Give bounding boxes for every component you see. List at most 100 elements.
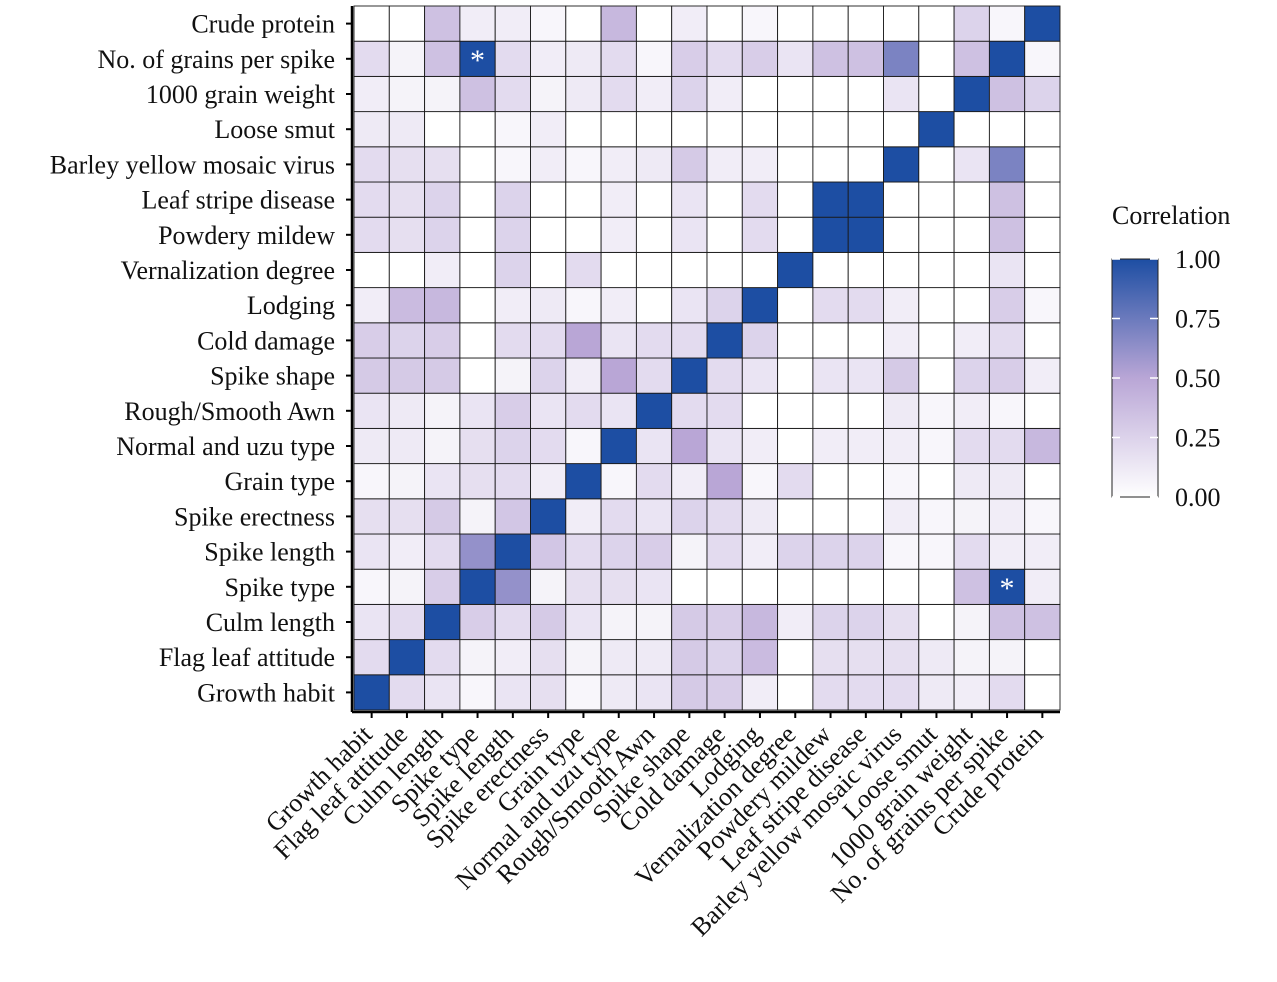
heatmap-cell-culm-length--cold-damage <box>706 603 743 641</box>
y-tick-label-crude-protein: Crude protein <box>191 10 335 39</box>
heatmap-cell-spike-type--normal-and-uzu-type <box>600 568 637 605</box>
heatmap-cell-grain-type--rough-smooth-awn <box>635 463 673 500</box>
heatmap-cell-powdery-mildew--cold-damage <box>706 216 743 253</box>
heatmap-cell-spike-shape--1000-grain-weight <box>953 357 990 394</box>
heatmap-cell-barley-yellow-mosaic-virus--spike-shape <box>671 146 708 183</box>
heatmap-cell-crude-protein--leaf-stripe-disease <box>847 5 884 42</box>
heatmap-cell-culm-length--barley-yellow-mosaic-virus <box>883 603 920 641</box>
y-tick-label-barley-yellow-mosaic-virus: Barley yellow mosaic virus <box>50 150 335 179</box>
heatmap-cell-normal-and-uzu-type--cold-damage <box>706 427 743 465</box>
heatmap-cell-flag-leaf-attitude--crude-protein <box>1024 639 1061 676</box>
heatmap-cell-loose-smut--normal-and-uzu-type <box>600 111 637 148</box>
heatmap-cell-spike-shape--leaf-stripe-disease <box>847 357 884 394</box>
heatmap-cell-powdery-mildew--normal-and-uzu-type <box>600 216 637 253</box>
heatmap-cell-vernalization-degree--spike-type <box>459 251 496 289</box>
heatmap-cell-normal-and-uzu-type--spike-type <box>459 427 496 465</box>
heatmap-cell-flag-leaf-attitude--rough-smooth-awn <box>635 639 673 676</box>
heatmap-cell-cold-damage--spike-type <box>459 322 496 359</box>
heatmap-cell-lodging--loose-smut <box>918 287 955 324</box>
heatmap-cell-vernalization-degree--rough-smooth-awn <box>635 251 673 289</box>
heatmap-cell-grain-type--growth-habit <box>353 463 390 500</box>
heatmap-cell-1000-grain-weight--grain-type <box>565 75 602 113</box>
heatmap-cell-lodging--culm-length <box>424 287 461 324</box>
heatmap-cell-spike-length--powdery-mildew <box>812 533 849 570</box>
heatmap-cell-lodging--1000-grain-weight <box>953 287 990 324</box>
heatmap-cell-flag-leaf-attitude--spike-type <box>459 639 496 676</box>
heatmap-cell-cold-damage--normal-and-uzu-type <box>600 322 637 359</box>
heatmap-cell-spike-erectness--spike-type <box>459 498 496 535</box>
heatmap-cell-crude-protein--growth-habit <box>353 5 390 42</box>
heatmap-cell-1000-grain-weight--flag-leaf-attitude <box>388 75 426 113</box>
heatmap-cell-grain-type--flag-leaf-attitude <box>388 463 426 500</box>
heatmap-cell-spike-type--barley-yellow-mosaic-virus <box>883 568 920 605</box>
heatmap-cell-spike-shape--vernalization-degree <box>777 357 814 394</box>
heatmap-cell-1000-grain-weight--spike-shape <box>671 75 708 113</box>
heatmap-cell-growth-habit--normal-and-uzu-type <box>600 674 637 711</box>
heatmap-cell-powdery-mildew--leaf-stripe-disease <box>847 216 884 253</box>
heatmap-cell-grain-type--loose-smut <box>918 463 955 500</box>
heatmap-cell-lodging--flag-leaf-attitude <box>388 287 426 324</box>
y-tick-label-lodging: Lodging <box>247 291 335 320</box>
heatmap-cell-powdery-mildew--spike-shape <box>671 216 708 253</box>
heatmap-cell-lodging--barley-yellow-mosaic-virus <box>883 287 920 324</box>
heatmap-cell-spike-length--flag-leaf-attitude <box>388 533 426 570</box>
heatmap-cell-growth-habit--barley-yellow-mosaic-virus <box>883 674 920 711</box>
heatmap-cell-spike-length--leaf-stripe-disease <box>847 533 884 570</box>
heatmap-cell-rough-smooth-awn--cold-damage <box>706 392 743 429</box>
heatmap-cell-growth-habit--spike-erectness <box>530 674 567 711</box>
heatmap-cell-spike-shape--barley-yellow-mosaic-virus <box>883 357 920 394</box>
y-tick-label-normal-and-uzu-type: Normal and uzu type <box>116 432 335 461</box>
heatmap-cell-loose-smut--grain-type <box>565 111 602 148</box>
heatmap-cell-lodging--spike-shape <box>671 287 708 324</box>
heatmap-cell-barley-yellow-mosaic-virus--loose-smut <box>918 146 955 183</box>
heatmap-cell-barley-yellow-mosaic-virus--crude-protein <box>1024 146 1061 183</box>
heatmap-cell-culm-length--no-of-grains-per-spike <box>988 603 1026 641</box>
heatmap-cell-vernalization-degree--spike-erectness <box>530 251 567 289</box>
heatmap-cell-crude-protein--grain-type <box>565 5 602 42</box>
heatmap-cell-culm-length--1000-grain-weight <box>953 603 990 641</box>
heatmap-cell-loose-smut--growth-habit <box>353 111 390 148</box>
heatmap-cell-spike-length--spike-shape <box>671 533 708 570</box>
heatmap-cell-lodging--spike-type <box>459 287 496 324</box>
heatmap-cell-culm-length--spike-shape <box>671 603 708 641</box>
y-tick-label-spike-type: Spike type <box>225 573 336 602</box>
heatmap-cell-leaf-stripe-disease--lodging <box>741 181 779 218</box>
heatmap-cell-no-of-grains-per-spike--culm-length <box>424 40 461 77</box>
heatmap-cell-grain-type--grain-type <box>565 463 602 500</box>
heatmap-cell-normal-and-uzu-type--spike-length <box>494 427 531 465</box>
heatmap-cell-leaf-stripe-disease--vernalization-degree <box>777 181 814 218</box>
y-tick-label-grain-type: Grain type <box>225 467 335 496</box>
heatmap-cell-culm-length--flag-leaf-attitude <box>388 603 426 641</box>
significance-marker: * <box>470 44 485 77</box>
heatmap-cell-flag-leaf-attitude--no-of-grains-per-spike <box>988 639 1026 676</box>
heatmap-cell-spike-length--lodging <box>741 533 779 570</box>
heatmap-cell-spike-erectness--flag-leaf-attitude <box>388 498 426 535</box>
heatmap-cell-normal-and-uzu-type--grain-type <box>565 427 602 465</box>
heatmap-cell-leaf-stripe-disease--flag-leaf-attitude <box>388 181 426 218</box>
heatmap-cell-1000-grain-weight--vernalization-degree <box>777 75 814 113</box>
heatmap-cell-crude-protein--cold-damage <box>706 5 743 42</box>
y-tick-label-leaf-stripe-disease: Leaf stripe disease <box>142 186 335 215</box>
heatmap-cell-spike-erectness--grain-type <box>565 498 602 535</box>
heatmap-cell-vernalization-degree--1000-grain-weight <box>953 251 990 289</box>
heatmap-cell-spike-type--spike-type <box>459 568 496 605</box>
y-axis-labels: Growth habit Flag leaf attitude Culm lengt… <box>50 10 336 708</box>
heatmap-cell-barley-yellow-mosaic-virus--grain-type <box>565 146 602 183</box>
heatmap-cell-leaf-stripe-disease--loose-smut <box>918 181 955 218</box>
heatmap-cell-culm-length--leaf-stripe-disease <box>847 603 884 641</box>
heatmap-cell-growth-habit--spike-type <box>459 674 496 711</box>
heatmap-cell-no-of-grains-per-spike--spike-shape <box>671 40 708 77</box>
heatmap-cell-vernalization-degree--spike-length <box>494 251 531 289</box>
heatmap-cell-no-of-grains-per-spike--cold-damage <box>706 40 743 77</box>
heatmap-cell-vernalization-degree--cold-damage <box>706 251 743 289</box>
heatmap-cell-spike-shape--culm-length <box>424 357 461 394</box>
y-tick-label-spike-length: Spike length <box>204 538 335 567</box>
heatmap-cell-1000-grain-weight--loose-smut <box>918 75 955 113</box>
heatmap-cell-spike-type--grain-type <box>565 568 602 605</box>
heatmap-cell-spike-length--crude-protein <box>1024 533 1061 570</box>
y-tick-label-powdery-mildew: Powdery mildew <box>158 221 335 250</box>
heatmap-cell-powdery-mildew--culm-length <box>424 216 461 253</box>
heatmap-cell-growth-habit--rough-smooth-awn <box>635 674 673 711</box>
heatmap-cell-growth-habit--culm-length <box>424 674 461 711</box>
heatmap-cell-loose-smut--1000-grain-weight <box>953 111 990 148</box>
